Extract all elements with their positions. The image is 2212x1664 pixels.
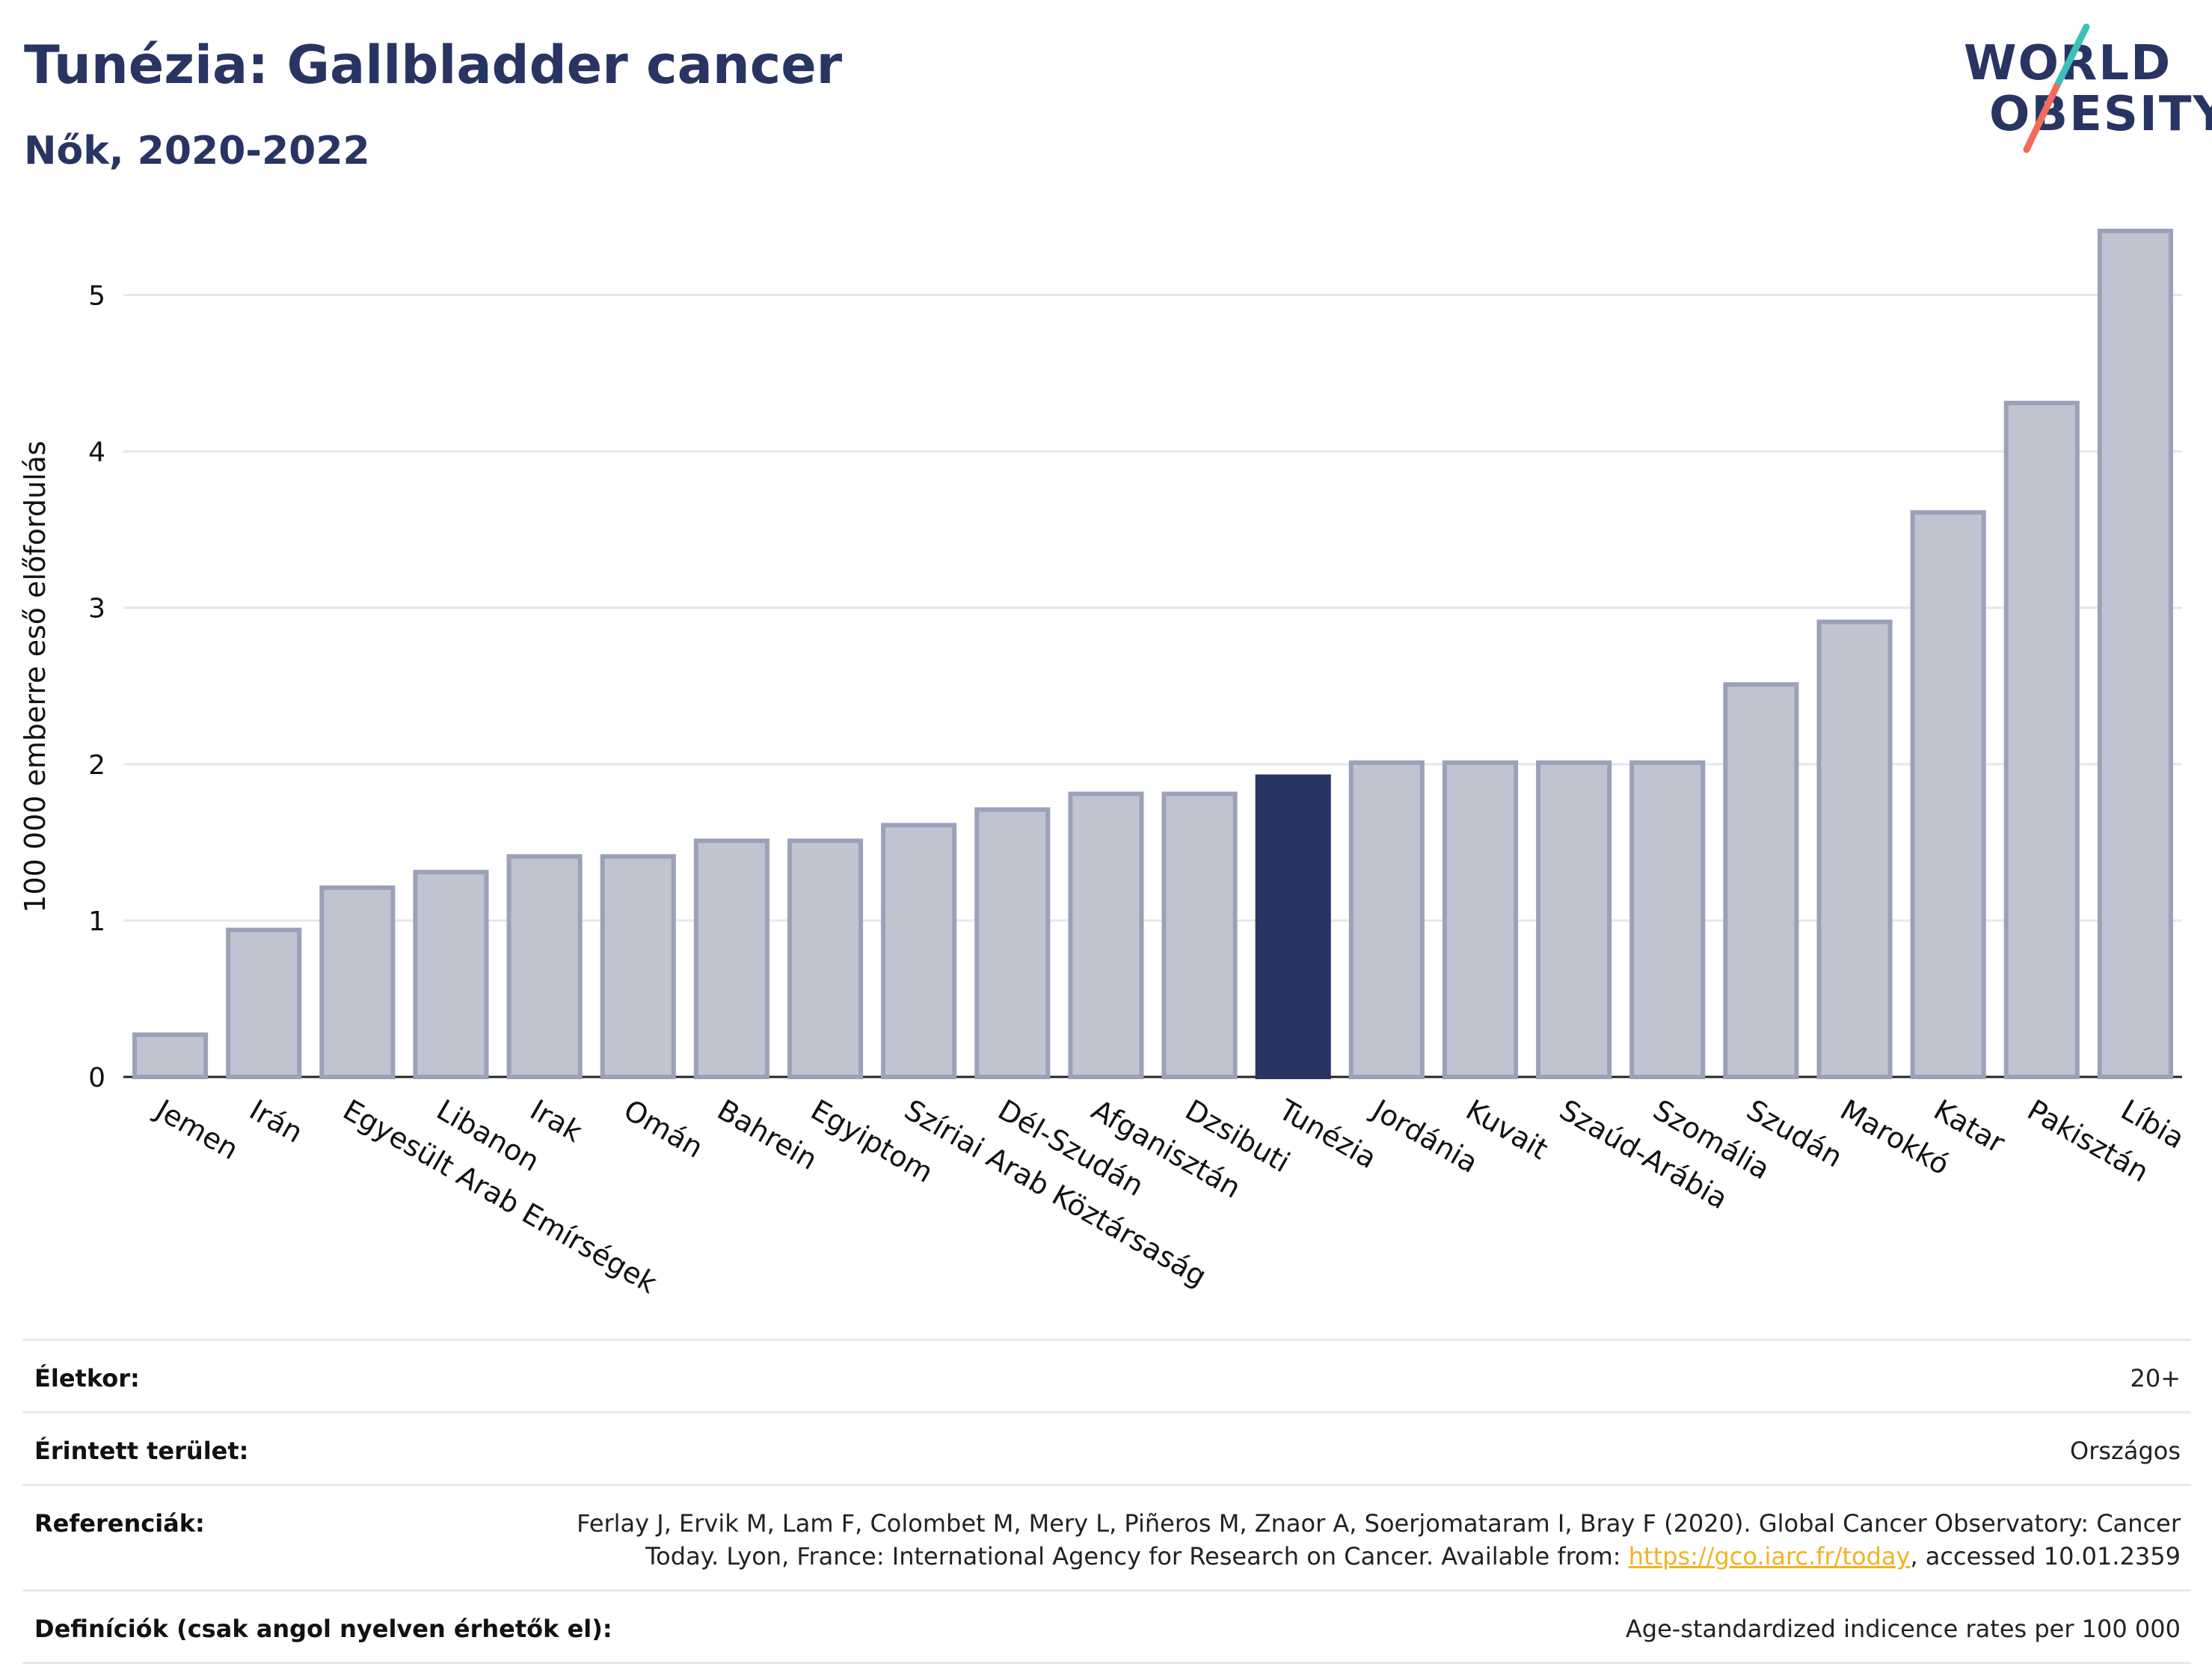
bar-jemen — [132, 1032, 209, 1079]
bar-irán — [226, 927, 302, 1079]
bar-szaúd-arábia — [1536, 760, 1612, 1080]
bar-kuvait — [1442, 760, 1519, 1080]
y-tick-label: 5 — [88, 281, 105, 312]
x-tick-label: Bahrein — [712, 1093, 823, 1176]
logo-line2: OBESITY — [1989, 87, 2212, 142]
x-tick-label: Omán — [618, 1093, 709, 1164]
bar-katar — [1910, 510, 1986, 1079]
bar-bahrein — [693, 838, 769, 1079]
x-tick-label: Jemen — [149, 1093, 244, 1167]
references-line1: Ferlay J, Ervik M, Lam F, Colombet M, Me… — [577, 1509, 2181, 1538]
page-title: Tunézia: Gallbladder cancer — [24, 34, 843, 96]
bar-jordánia — [1348, 760, 1425, 1080]
y-tick-label: 2 — [88, 750, 105, 781]
y-tick-label: 0 — [88, 1063, 105, 1093]
bar-libanon — [413, 870, 489, 1079]
area-key: Érintett terület: — [34, 1437, 249, 1465]
page-subtitle: Nők, 2020-2022 — [24, 129, 370, 174]
bar-chart: 0 1 2 3 4 5 Jemen Irán Egyesült Arab EmírségekL… — [19, 228, 2190, 1300]
bar-egyiptom — [787, 838, 864, 1079]
y-ticks: 0 1 2 3 4 5 — [88, 281, 105, 1093]
definitions-value: Age-standardized indicence rates per 100… — [1625, 1615, 2181, 1643]
bar-omán — [600, 854, 676, 1079]
logo-slash-icon — [2023, 23, 2090, 153]
info-row-references: Referenciák: Ferlay J, Ervik M, Lam F, C… — [22, 1484, 2191, 1589]
bar-szíriai-arab-köztársaság — [881, 823, 957, 1079]
world-obesity-logo: WORLD OBESITY — [1952, 21, 2212, 163]
bar-tunézia — [1255, 774, 1331, 1080]
references-link[interactable]: https://gco.iarc.fr/today — [1628, 1542, 1911, 1571]
y-tick-label: 3 — [88, 594, 105, 624]
y-axis-label: 100 000 emberre eső előfordulás — [19, 440, 52, 912]
references-value: Ferlay J, Ervik M, Lam F, Colombet M, Me… — [577, 1507, 2181, 1573]
bar-dél-szudán — [974, 807, 1051, 1079]
bars — [132, 228, 2173, 1080]
references-line2-pre: Today. Lyon, France: International Agenc… — [645, 1542, 1629, 1571]
bar-afganisztán — [1068, 791, 1144, 1080]
area-value: Országos — [2070, 1437, 2181, 1465]
definitions-key: Definíciók (csak angol nyelven érhetők e… — [34, 1615, 612, 1643]
info-table: Életkor: 20+ Érintett terület: Országos … — [22, 1339, 2191, 1664]
bar-szomália — [1629, 760, 1706, 1080]
info-row-definitions: Definíciók (csak angol nyelven érhetők e… — [22, 1589, 2191, 1664]
x-ticks: Jemen Irán Egyesült Arab EmírségekLibanonI… — [149, 1093, 2190, 1300]
bar-dzsibuti — [1161, 791, 1238, 1080]
info-row-age: Életkor: 20+ — [22, 1339, 2191, 1411]
references-key: Referenciák: — [34, 1509, 205, 1538]
info-row-area: Érintett terület: Országos — [22, 1411, 2191, 1484]
x-tick-label: Irán — [244, 1093, 308, 1149]
y-tick-label: 4 — [88, 438, 105, 468]
y-tick-label: 1 — [88, 906, 105, 937]
x-tick-label: Jordánia — [1365, 1093, 1484, 1179]
x-tick-label: Tunézia — [1273, 1093, 1383, 1175]
bar-szudán — [1723, 682, 1799, 1079]
age-value: 20+ — [2130, 1364, 2181, 1393]
bar-irak — [506, 854, 583, 1079]
bar-pakisztán — [2003, 400, 2080, 1079]
x-tick-label: Irak — [525, 1093, 588, 1149]
references-line2-post: , accessed 10.01.2359 — [1910, 1542, 2181, 1571]
bar-líbia — [2097, 228, 2173, 1079]
bar-marokkó — [1816, 619, 1893, 1079]
bar-egyesült-arab-emírségek — [319, 885, 396, 1079]
age-key: Életkor: — [34, 1364, 140, 1393]
